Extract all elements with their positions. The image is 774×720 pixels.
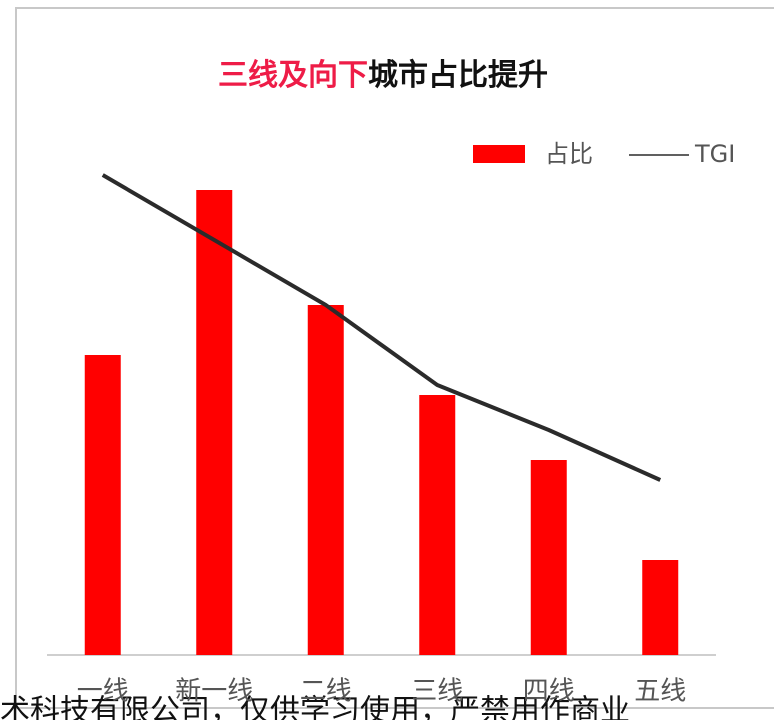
- x-tick-label: 二线: [300, 677, 352, 707]
- x-tick-label: 一线: [77, 677, 129, 707]
- bar: [196, 190, 233, 655]
- legend-label: 占比: [545, 140, 593, 168]
- footer: 术科技有限公司，仅供学习使用，严禁用作商业: [0, 694, 630, 720]
- x-tick-label: 三线: [411, 677, 463, 707]
- title-part: 三线及向下: [218, 58, 368, 93]
- bar: [307, 305, 344, 655]
- legend-label: TGI: [694, 140, 735, 168]
- legend-swatch: [473, 145, 525, 163]
- bar: [642, 560, 679, 655]
- bar: [84, 355, 121, 655]
- chart-title: 三线及向下城市占比提升: [218, 58, 548, 93]
- x-tick-label: 五线: [634, 677, 686, 707]
- title-part: 城市占比提升: [368, 58, 548, 93]
- bar: [530, 460, 567, 655]
- bar: [419, 395, 456, 655]
- line: [101, 173, 662, 482]
- x-tick-label: 新一线: [175, 677, 253, 707]
- x-tick-label: 四线: [523, 677, 575, 707]
